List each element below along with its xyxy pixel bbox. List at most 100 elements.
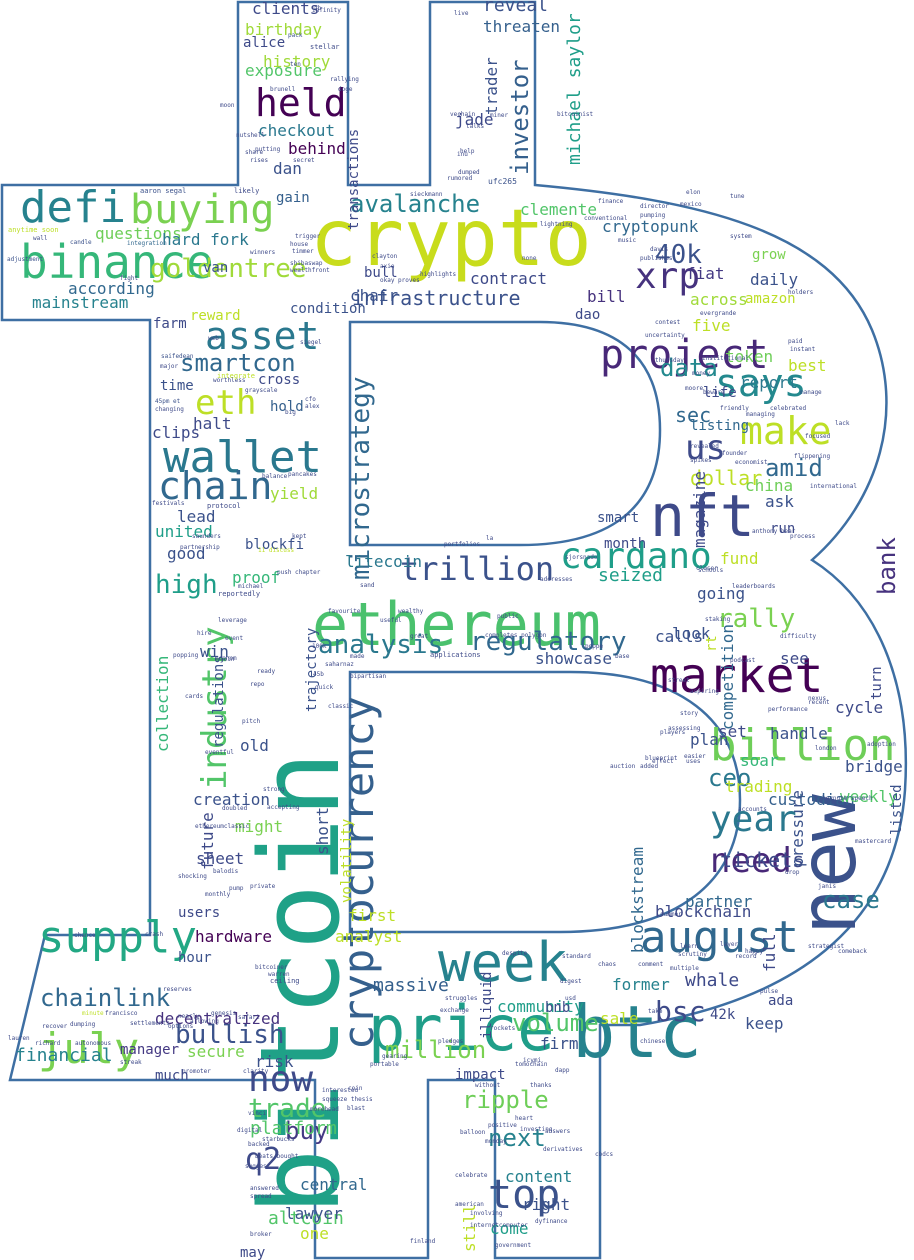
cloud-word: rises bbox=[250, 157, 269, 164]
cloud-word: clients bbox=[252, 0, 320, 18]
cloud-word: goldentree bbox=[150, 254, 307, 284]
cloud-word: adoption bbox=[867, 741, 896, 748]
cloud-word: financial bbox=[15, 1045, 113, 1066]
cloud-word: bullish bbox=[175, 1020, 285, 1050]
cloud-word: manager bbox=[120, 1042, 180, 1058]
cloud-word: hard fork bbox=[162, 230, 249, 249]
cloud-word: chinese bbox=[640, 1038, 666, 1045]
cloud-word: applications bbox=[430, 651, 481, 659]
cloud-word: keep bbox=[745, 1014, 784, 1033]
cloud-word: regulatory bbox=[470, 627, 627, 657]
cloud-word: contest bbox=[655, 319, 681, 326]
cloud-word: risk bbox=[255, 1052, 294, 1071]
cloud-word: answers bbox=[545, 1128, 571, 1135]
cloud-word: listing bbox=[690, 418, 750, 434]
cloud-word: lack bbox=[835, 420, 850, 427]
cloud-word: rockets bbox=[490, 1025, 516, 1032]
cloud-word: rt bbox=[704, 635, 720, 652]
cloud-word: inu bbox=[457, 151, 468, 158]
cloud-word: behind bbox=[288, 139, 346, 158]
cloud-word: token bbox=[725, 347, 774, 366]
cloud-word: whale bbox=[685, 970, 740, 991]
cloud-word: pumping bbox=[640, 212, 666, 219]
cloud-word: shocking bbox=[178, 873, 207, 880]
cloud-word: backed bbox=[248, 1141, 270, 1148]
cloud-word: chainlink bbox=[40, 984, 171, 1012]
cloud-word: partnership bbox=[180, 544, 220, 551]
cloud-word: classic bbox=[328, 703, 354, 710]
cloud-word: favourite bbox=[328, 608, 361, 615]
cloud-word: blockchain bbox=[655, 902, 752, 921]
cloud-word: beware bbox=[703, 389, 725, 396]
cloud-word: gain bbox=[276, 190, 310, 206]
cloud-word: evergrande bbox=[700, 310, 737, 317]
cloud-word: alice bbox=[243, 35, 286, 51]
cloud-word: digest bbox=[560, 978, 582, 985]
cloud-word: thanks bbox=[530, 1082, 552, 1089]
cloud-word: derivatives bbox=[543, 1146, 583, 1153]
cloud-word: closer bbox=[696, 565, 718, 572]
cloud-word: tune bbox=[730, 193, 745, 200]
cloud-word: lauren bbox=[8, 1035, 30, 1042]
cloud-word: life bbox=[703, 385, 737, 401]
cloud-word: pump bbox=[229, 885, 244, 892]
cloud-word: soar bbox=[740, 751, 779, 770]
cloud-word: crash bbox=[145, 931, 164, 938]
cloud-word: pressure bbox=[788, 789, 807, 867]
cloud-word: system bbox=[730, 233, 752, 240]
cloud-word: vechain bbox=[450, 111, 476, 118]
cloud-word: michael bbox=[238, 583, 264, 590]
cloud-word: spread bbox=[250, 1193, 272, 1200]
cloud-word: firm bbox=[540, 1034, 579, 1053]
cloud-word: lightning bbox=[540, 221, 573, 228]
cloud-word: plan bbox=[690, 730, 729, 749]
cloud-word: scrutiny bbox=[678, 951, 707, 958]
cloud-word: positive bbox=[488, 1122, 517, 1129]
cloud-word: likely bbox=[234, 187, 260, 195]
cloud-word: winners bbox=[250, 249, 276, 256]
cloud-word: chair bbox=[350, 286, 399, 305]
cloud-word: investing bbox=[520, 1126, 553, 1133]
cloud-word: blockstream bbox=[628, 847, 647, 953]
cloud-word: bnb bbox=[545, 1000, 571, 1016]
cloud-word: win bbox=[200, 642, 229, 661]
cloud-word: amazon bbox=[745, 291, 796, 307]
cloud-word: genesis bbox=[211, 1010, 237, 1017]
cloud-word: aspiring bbox=[690, 688, 719, 695]
cloud-word: showcase bbox=[535, 649, 613, 668]
cloud-word: heart bbox=[515, 1115, 534, 1122]
cloud-word: tomochain bbox=[515, 1061, 548, 1068]
cloud-word: birthday bbox=[245, 20, 323, 39]
cloud-word: pack bbox=[288, 32, 303, 39]
cloud-word: cfo bbox=[305, 396, 316, 403]
cloud-word: 40k bbox=[655, 240, 702, 270]
cloud-word: hardware bbox=[195, 927, 273, 946]
cloud-word: set bbox=[718, 722, 747, 741]
cloud-word: ada bbox=[768, 993, 794, 1009]
cloud-word: drop bbox=[785, 869, 800, 876]
cloud-word: million bbox=[385, 1036, 487, 1064]
cloud-word: sec bbox=[675, 403, 712, 427]
cloud-word: questions bbox=[95, 224, 182, 243]
cloud-word: avalanche bbox=[350, 190, 481, 218]
cloud-word: saunders bbox=[192, 533, 221, 540]
cloud-word: bank bbox=[873, 537, 901, 595]
cloud-word: sheet bbox=[196, 849, 245, 868]
cloud-word: flippening bbox=[794, 453, 831, 460]
cloud-word: help bbox=[460, 148, 475, 155]
cloud-word: portfolios bbox=[444, 541, 481, 548]
cloud-word: popping bbox=[173, 652, 199, 659]
cloud-word: answered bbox=[250, 1185, 279, 1192]
cloud-word: content bbox=[505, 1167, 573, 1186]
cloud-word: condition bbox=[290, 301, 366, 317]
cloud-word: users bbox=[178, 905, 221, 921]
cloud-word: wealthy bbox=[398, 608, 424, 615]
cloud-word: michael saylor bbox=[564, 13, 585, 165]
cloud-word: first bbox=[348, 906, 397, 925]
cloud-word: wall bbox=[33, 235, 48, 242]
cloud-word: tickets bbox=[720, 848, 805, 872]
cloud-word: ripple bbox=[462, 1086, 549, 1114]
cloud-word: pledges bbox=[438, 1038, 464, 1045]
